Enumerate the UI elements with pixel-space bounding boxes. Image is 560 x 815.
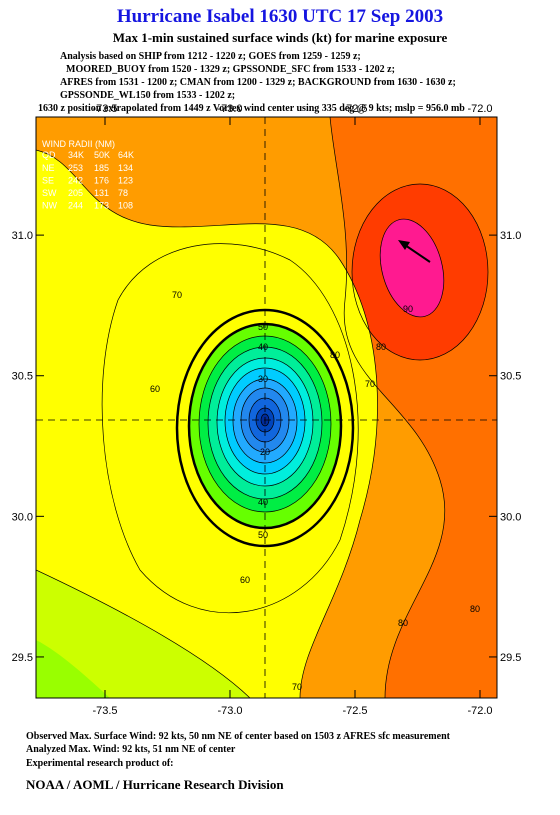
- contour-label: 30: [258, 374, 268, 384]
- x-tick-label: -73.0: [217, 705, 242, 717]
- x-tick-label: -73.5: [92, 103, 117, 115]
- contour-label: 50: [258, 530, 268, 540]
- footer-credit: NOAA / AOML / Hurricane Research Divisio…: [26, 777, 284, 792]
- wind-radii-cell: 205: [68, 188, 83, 198]
- wind-radii-cell: NE: [42, 163, 55, 173]
- contour-label: 80: [398, 618, 408, 628]
- contour-label: 80: [470, 604, 480, 614]
- x-tick-label: -72.0: [467, 705, 492, 717]
- contour-label: 60: [240, 575, 250, 585]
- x-tick-label: -73.0: [217, 103, 242, 115]
- wind-radii-cell: SW: [42, 188, 57, 198]
- x-tick-label: -72.5: [342, 705, 367, 717]
- x-tick-label: -73.5: [92, 705, 117, 717]
- wind-radii-cell: 244: [68, 201, 83, 211]
- wind-field: [36, 117, 497, 698]
- footer-line: Observed Max. Surface Wind: 92 kts, 50 n…: [26, 731, 451, 742]
- x-tick-label: -72.5: [342, 103, 367, 115]
- contour-label: 70: [172, 290, 182, 300]
- source-line: 1630 z position extrapolated from 1449 z…: [38, 103, 465, 114]
- contour-label: 50: [258, 322, 268, 332]
- contour-label: 70: [292, 682, 302, 692]
- wind-radii-cell: 78: [118, 188, 128, 198]
- footer-line: Experimental research product of:: [26, 758, 173, 769]
- wind-radii-cell: 131: [94, 188, 109, 198]
- y-tick-label: 30.0: [12, 511, 33, 523]
- x-tick-label: -72.0: [467, 103, 492, 115]
- y-tick-label: 29.5: [12, 652, 33, 664]
- wind-radii-cell: 108: [118, 201, 133, 211]
- wind-radii-cell: SE: [42, 176, 54, 186]
- contour-label: 40: [258, 497, 268, 507]
- source-line: GPSSONDE_WL150 from 1533 - 1202 z;: [60, 90, 235, 101]
- contour-label: 90: [403, 304, 413, 314]
- source-line: MOORED_BUOY from 1520 - 1329 z; GPSSONDE…: [66, 64, 395, 75]
- wind-radii-cell: 134: [118, 163, 133, 173]
- contour-label: 20: [260, 447, 270, 457]
- map-frame: [35, 116, 498, 699]
- wind-radii-table: WIND RADII (NM) QD 34K 50K 64K NE 253 185 134 SE…: [42, 139, 134, 211]
- wind-radii-header: 64K: [118, 150, 134, 160]
- contour-label: 80: [330, 350, 340, 360]
- y-tick-label: 30.0: [500, 511, 521, 523]
- y-tick-label: 31.0: [12, 230, 33, 242]
- wind-radii-header: 50K: [94, 150, 110, 160]
- y-tick-label: 31.0: [500, 230, 521, 242]
- title: Hurricane Isabel 1630 UTC 17 Sep 2003: [117, 6, 443, 27]
- wind-radii-header: 34K: [68, 150, 84, 160]
- wind-radii-cell: 123: [118, 176, 133, 186]
- source-line: Analysis based on SHIP from 1212 - 1220 …: [60, 51, 361, 62]
- wind-radii-header: QD: [42, 150, 56, 160]
- subtitle: Max 1-min sustained surface winds (kt) f…: [113, 30, 448, 45]
- contour-label: 60: [150, 384, 160, 394]
- wind-radii-cell: NW: [42, 201, 57, 211]
- wind-radii-cell: 176: [94, 176, 109, 186]
- y-tick-label: 30.5: [500, 371, 521, 383]
- wind-radii-title: WIND RADII (NM): [42, 139, 115, 149]
- wind-radii-cell: 185: [94, 163, 109, 173]
- contour-label: 40: [258, 342, 268, 352]
- contour-label: 70: [365, 379, 375, 389]
- y-tick-label: 30.5: [12, 371, 33, 383]
- wind-radii-cell: 253: [68, 163, 83, 173]
- footer-line: Analyzed Max. Wind: 92 kts, 51 nm NE of …: [26, 744, 236, 755]
- y-tick-label: 29.5: [500, 652, 521, 664]
- wind-radii-cell: 173: [94, 201, 109, 211]
- source-line: AFRES from 1531 - 1200 z; CMAN from 1200…: [60, 77, 456, 88]
- wind-radii-cell: 242: [68, 176, 83, 186]
- contour-label: 80: [376, 342, 386, 352]
- contour-labels: 70 60 50 40 30 20 40 50 60 70 80 90 80 8…: [150, 290, 480, 692]
